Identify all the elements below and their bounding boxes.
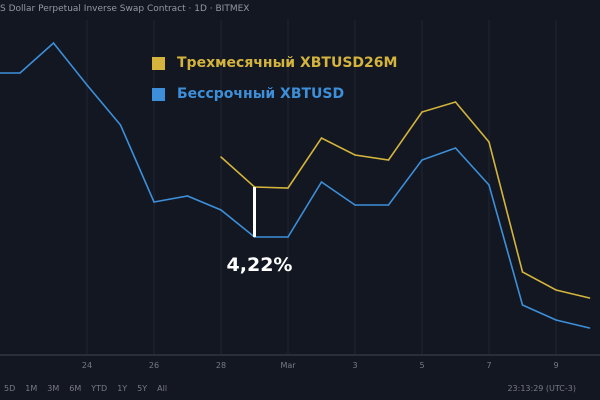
data-point <box>488 141 490 143</box>
chart-title: S Dollar Perpetual Inverse Swap Contract… <box>0 4 250 14</box>
range-button[interactable]: YTD <box>91 384 108 393</box>
series-line-quarterly <box>220 101 590 299</box>
x-tick-label: 5 <box>419 361 424 370</box>
legend-swatch <box>152 56 165 70</box>
bottom-toolbar: 5D 1M 3M 6M YTD 1Y 5Y All 23:13:29 (UTC-3) <box>0 380 600 400</box>
data-point <box>421 159 423 161</box>
range-button[interactable]: 6M <box>69 384 82 393</box>
range-button[interactable]: 5Y <box>137 384 148 393</box>
data-point <box>454 101 457 103</box>
spread-label: 4,22% <box>227 254 293 276</box>
data-point <box>588 327 591 329</box>
data-point <box>387 204 390 206</box>
range-button[interactable]: 5D <box>4 384 16 393</box>
data-point <box>555 319 557 321</box>
data-point <box>421 111 423 113</box>
legend-label: Трехмесячный XBTUSD26M <box>177 55 398 71</box>
range-button[interactable]: All <box>157 384 168 393</box>
data-point <box>52 42 55 44</box>
data-point <box>521 271 524 273</box>
series-line-perpetual <box>19 41 590 329</box>
data-point <box>119 124 122 126</box>
x-tick-label: 9 <box>553 361 558 370</box>
data-point <box>488 184 490 186</box>
data-point <box>521 304 524 306</box>
data-point <box>186 195 189 197</box>
data-point <box>287 187 289 189</box>
data-point <box>287 236 289 238</box>
x-tick-label: 26 <box>149 361 159 370</box>
data-point <box>153 201 155 203</box>
data-point <box>588 297 591 299</box>
data-point <box>220 156 222 158</box>
range-button[interactable]: 3M <box>47 384 60 393</box>
x-tick-label: 3 <box>352 361 357 370</box>
data-point <box>320 181 323 183</box>
x-tick-label: 28 <box>216 361 226 370</box>
data-point <box>354 204 356 206</box>
data-point <box>354 154 356 156</box>
data-point <box>220 209 222 211</box>
data-point <box>320 137 323 139</box>
data-point <box>387 159 390 161</box>
legend-item-perpetual: Бессрочный XBTUSD <box>152 86 344 102</box>
data-point <box>454 147 457 149</box>
x-tick-label: Mar <box>280 361 296 370</box>
legend-item-quarterly: Трехмесячный XBTUSD26M <box>152 55 397 71</box>
legend-swatch <box>152 87 165 101</box>
clock: 23:13:29 (UTC-3) <box>507 384 576 393</box>
x-tick-label: 24 <box>82 361 92 370</box>
data-point <box>86 84 88 86</box>
legend-label: Бессрочный XBTUSD <box>177 86 345 102</box>
data-point <box>555 289 557 291</box>
range-button[interactable]: 1M <box>25 384 38 393</box>
x-tick-label: 7 <box>486 361 491 370</box>
range-button[interactable]: 1Y <box>117 384 128 393</box>
